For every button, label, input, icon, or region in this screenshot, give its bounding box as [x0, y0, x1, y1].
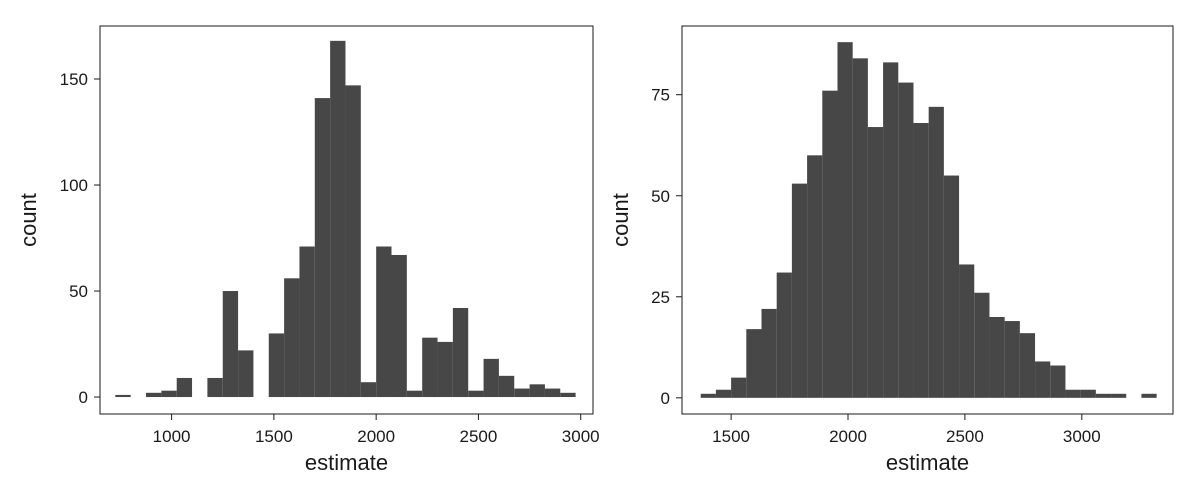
histogram-bar [700, 393, 716, 398]
y-tick-label: 0 [661, 389, 670, 408]
histogram-bar [746, 329, 762, 398]
plot-frame [681, 25, 1174, 415]
histogram-bar [422, 337, 438, 398]
histogram-bar [284, 278, 300, 398]
plot-frame [99, 25, 594, 415]
y-tick-label: 50 [69, 282, 88, 301]
x-tick-label: 1500 [712, 427, 750, 446]
histogram-bar [989, 317, 1005, 398]
histogram-bar [1141, 393, 1157, 398]
y-tick-label: 100 [60, 176, 88, 195]
histogram-bar [1050, 365, 1066, 398]
histogram-bar [391, 254, 407, 398]
histogram-bar [437, 341, 453, 398]
y-axis-title: count [608, 193, 633, 247]
histogram-bar [731, 377, 747, 398]
y-axis-title: count [16, 193, 41, 247]
histogram-bar [146, 392, 162, 398]
x-tick-label: 2000 [829, 427, 867, 446]
x-tick-label: 3000 [1063, 427, 1101, 446]
histogram-bar [913, 123, 929, 398]
histogram-bar [1111, 393, 1127, 398]
histogram-bar [115, 394, 131, 398]
x-tick-label: 2000 [357, 427, 395, 446]
histogram-bar [452, 307, 469, 398]
histogram-bar [529, 384, 545, 398]
histogram-bar [959, 264, 975, 398]
histogram-bar [837, 42, 853, 398]
x-tick-label: 1500 [255, 427, 293, 446]
histogram-bar [883, 62, 899, 398]
histogram-bar [299, 246, 315, 398]
histogram-bar [898, 82, 914, 398]
x-tick-label: 3000 [562, 427, 600, 446]
y-tick-label: 150 [60, 70, 88, 89]
histogram-bar [222, 291, 239, 398]
histogram-bar [161, 390, 177, 398]
histogram-panel-2: 1500 2000 2500 3000 0 25 50 75 estimate count [608, 25, 1174, 475]
histogram-bar [928, 106, 944, 398]
histogram-bar [974, 292, 990, 398]
histogram-bar [207, 377, 223, 398]
histogram-bar [406, 390, 423, 398]
x-axis-title: estimate [305, 450, 388, 475]
histogram-bar [176, 377, 193, 398]
histogram-bar [1004, 321, 1020, 398]
y-tick-label: 25 [651, 288, 670, 307]
histogram-bar [345, 85, 361, 398]
x-tick-label: 2500 [946, 427, 984, 446]
histogram-bar [822, 90, 838, 398]
x-tick-label: 1000 [153, 427, 191, 446]
histogram-bar [1095, 393, 1112, 398]
histogram-bar [330, 40, 346, 398]
x-axis-title: estimate [886, 450, 969, 475]
histogram-panel-1: 1000 1500 2000 2500 3000 0 50 100 150 estimate cou… [16, 25, 600, 475]
histogram-bar [1019, 333, 1036, 398]
histogram-bar [268, 333, 285, 398]
histogram-bar [791, 183, 808, 398]
y-tick-label: 0 [79, 388, 88, 407]
histogram-bar [514, 388, 530, 398]
histogram-bar [468, 390, 484, 398]
histogram-bar [1035, 361, 1051, 398]
histogram-bar [867, 127, 884, 398]
histogram-bar [715, 389, 732, 398]
histogram-bar [238, 350, 254, 398]
histogram-bar [761, 308, 777, 398]
y-tick-label: 75 [651, 86, 670, 105]
y-tick-label: 50 [651, 187, 670, 206]
histogram-bar [314, 98, 331, 398]
histogram-bar [1065, 389, 1081, 398]
histogram-bar [498, 375, 515, 398]
histogram-bar [544, 388, 561, 398]
histogram-bar [852, 58, 868, 398]
histogram-bar [376, 246, 392, 398]
histogram-bar [807, 155, 823, 398]
histogram-bar [943, 175, 960, 398]
histogram-bar [776, 272, 792, 398]
histogram-bar [560, 392, 576, 398]
x-tick-label: 2500 [460, 427, 498, 446]
histogram-bar [360, 382, 377, 398]
histogram-bar [1080, 389, 1096, 398]
histogram-bar [483, 358, 499, 398]
